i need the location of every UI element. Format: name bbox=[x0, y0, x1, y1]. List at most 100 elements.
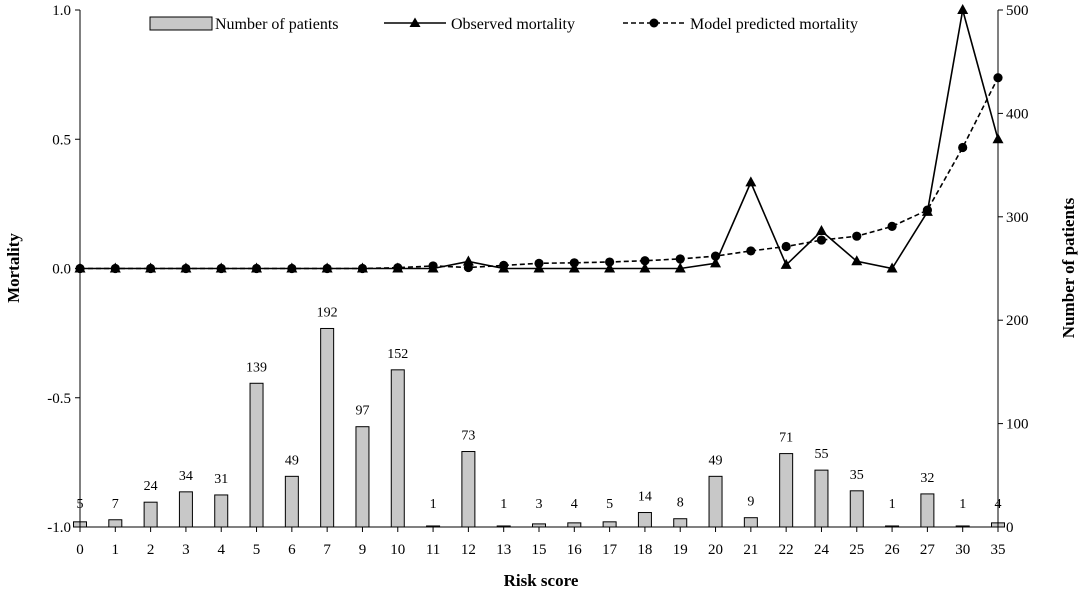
bar-value-label: 14 bbox=[638, 490, 652, 505]
y-tick-label: 0.5 bbox=[52, 132, 71, 148]
observed-point bbox=[815, 225, 827, 236]
legend-label-predicted: Model predicted mortality bbox=[690, 16, 858, 33]
bar-risk-19 bbox=[673, 518, 688, 528]
predicted-point bbox=[710, 251, 721, 261]
legend-bar-swatch bbox=[149, 16, 213, 31]
bar-value-label: 9 bbox=[747, 495, 754, 510]
observed-point bbox=[74, 262, 86, 273]
x-tick-label: 18 bbox=[637, 542, 652, 558]
x-tick-label: 26 bbox=[885, 542, 901, 558]
x-tick-label: 13 bbox=[496, 542, 511, 558]
bar-value-label: 139 bbox=[246, 360, 267, 375]
bar-value-label: 1 bbox=[430, 497, 437, 512]
predicted-mortality-line bbox=[80, 77, 999, 270]
bar-risk-21 bbox=[743, 517, 758, 528]
observed-point bbox=[604, 262, 616, 273]
bar-value-label: 5 bbox=[77, 497, 84, 512]
predicted-point bbox=[746, 246, 756, 256]
bar-risk-22 bbox=[779, 453, 794, 528]
x-tick-label: 5 bbox=[253, 542, 261, 558]
bar-value-label: 73 bbox=[461, 429, 475, 444]
observed-point bbox=[851, 255, 863, 266]
observed-point bbox=[568, 262, 580, 273]
bar-risk-27 bbox=[920, 493, 935, 528]
bar-risk-18 bbox=[637, 512, 652, 528]
predicted-point bbox=[816, 235, 827, 245]
observed-point bbox=[674, 262, 686, 273]
legend-label-observed: Observed mortality bbox=[451, 16, 575, 33]
bar-risk-5 bbox=[249, 382, 264, 528]
x-tick-label: 12 bbox=[461, 542, 476, 558]
y-axis-title: Mortality bbox=[4, 233, 23, 303]
bar-value-label: 31 bbox=[214, 472, 228, 487]
bar-value-label: 24 bbox=[144, 479, 158, 494]
bar-value-label: 71 bbox=[779, 431, 793, 446]
y2-tick-label: 200 bbox=[1006, 313, 1029, 329]
bar-value-label: 1 bbox=[500, 497, 507, 512]
bar-value-label: 34 bbox=[179, 469, 193, 484]
x-tick-label: 9 bbox=[359, 542, 367, 558]
x-tick-label: 2 bbox=[147, 542, 155, 558]
observed-point bbox=[392, 262, 404, 273]
x-tick-label: 25 bbox=[849, 542, 864, 558]
x-tick-label: 30 bbox=[955, 542, 970, 558]
observed-point bbox=[710, 257, 722, 268]
x-tick-label: 4 bbox=[217, 542, 225, 558]
bar-value-label: 152 bbox=[387, 347, 408, 362]
x-tick-label: 27 bbox=[920, 542, 936, 558]
x-tick-label: 20 bbox=[708, 542, 723, 558]
x-tick-label: 6 bbox=[288, 542, 296, 558]
legend-predicted-marker bbox=[649, 18, 659, 28]
x-tick-label: 7 bbox=[323, 542, 331, 558]
x-tick-label: 10 bbox=[390, 542, 405, 558]
x-tick-label: 11 bbox=[426, 542, 440, 558]
bar-risk-7 bbox=[320, 327, 335, 528]
x-tick-label: 22 bbox=[779, 542, 794, 558]
observed-point bbox=[286, 262, 298, 273]
bar-value-label: 1 bbox=[959, 497, 966, 512]
predicted-point bbox=[640, 256, 650, 266]
bar-value-label: 35 bbox=[850, 468, 864, 483]
bar-value-label: 192 bbox=[317, 305, 338, 320]
bar-risk-16 bbox=[567, 522, 582, 528]
observed-point bbox=[498, 262, 510, 273]
observed-point bbox=[992, 133, 1004, 144]
x-axis-title: Risk score bbox=[504, 571, 579, 590]
bar-value-label: 1 bbox=[889, 497, 896, 512]
bar-value-label: 3 bbox=[536, 497, 543, 512]
y2-tick-label: 500 bbox=[1006, 3, 1029, 19]
legend-observed-marker bbox=[409, 17, 421, 27]
predicted-point bbox=[605, 257, 615, 267]
bar-value-label: 8 bbox=[677, 496, 684, 511]
observed-point bbox=[886, 262, 898, 273]
y2-tick-label: 0 bbox=[1006, 520, 1014, 536]
bar-risk-12 bbox=[461, 451, 476, 528]
bar-value-label: 49 bbox=[709, 453, 723, 468]
observed-point bbox=[180, 262, 192, 273]
bar-risk-1 bbox=[108, 519, 123, 528]
y2-axis-title: Number of patients bbox=[1059, 197, 1078, 338]
y-tick-label: -0.5 bbox=[47, 391, 71, 407]
predicted-point bbox=[993, 73, 1003, 83]
x-tick-label: 21 bbox=[743, 542, 758, 558]
observed-point bbox=[321, 262, 333, 273]
observed-point bbox=[957, 4, 969, 14]
y2-tick-label: 300 bbox=[1006, 210, 1029, 226]
bar-risk-20 bbox=[708, 475, 723, 528]
bar-value-label: 5 bbox=[606, 497, 613, 512]
bar-value-label: 7 bbox=[112, 497, 119, 512]
x-tick-label: 15 bbox=[532, 542, 547, 558]
observed-point bbox=[780, 258, 792, 269]
x-tick-label: 17 bbox=[602, 542, 618, 558]
bar-risk-3 bbox=[178, 491, 193, 528]
observed-mortality-line bbox=[80, 9, 999, 270]
y-tick-label: -1.0 bbox=[47, 520, 71, 536]
y2-tick-label: 400 bbox=[1006, 106, 1029, 122]
x-tick-label: 24 bbox=[814, 542, 830, 558]
bar-value-label: 49 bbox=[285, 453, 299, 468]
y2-tick-label: 100 bbox=[1006, 417, 1029, 433]
observed-point bbox=[109, 262, 121, 273]
x-tick-label: 35 bbox=[991, 542, 1006, 558]
observed-point bbox=[639, 262, 651, 273]
y-tick-label: 1.0 bbox=[52, 3, 71, 19]
